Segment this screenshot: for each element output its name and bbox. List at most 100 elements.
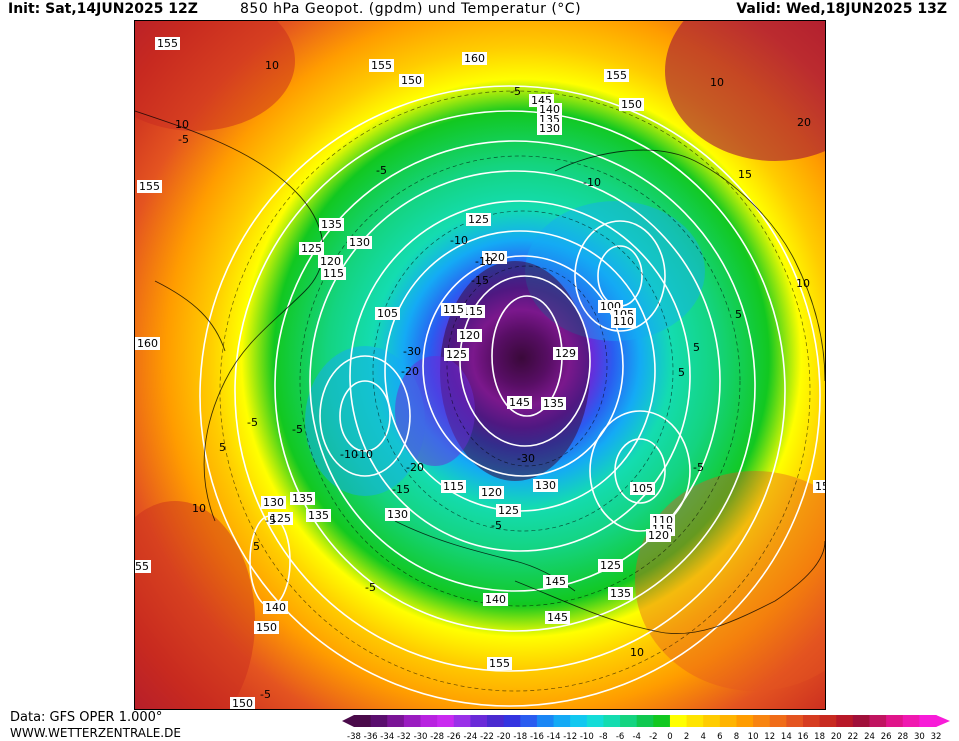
svg-text:135: 135 bbox=[543, 397, 564, 410]
contour-label: 135 bbox=[319, 218, 344, 231]
svg-text:145: 145 bbox=[547, 611, 568, 624]
svg-text:10: 10 bbox=[630, 646, 644, 659]
svg-text:125: 125 bbox=[270, 512, 291, 525]
svg-text:115: 115 bbox=[443, 303, 464, 316]
svg-text:120: 120 bbox=[648, 529, 669, 542]
init-time: Init: Sat,14JUN2025 12Z bbox=[8, 1, 198, 17]
legend-swatch bbox=[836, 715, 854, 727]
legend-tick-label: -24 bbox=[463, 732, 477, 741]
svg-text:10: 10 bbox=[710, 76, 724, 89]
contour-label-box bbox=[299, 242, 324, 255]
contour-label-box bbox=[507, 396, 532, 409]
contour-label-box bbox=[482, 251, 507, 264]
legend-swatch bbox=[570, 715, 588, 727]
svg-text:10: 10 bbox=[265, 59, 279, 72]
valid-time: Valid: Wed,18JUN2025 13Z bbox=[736, 1, 947, 17]
temp-label: 10 bbox=[175, 118, 189, 131]
legend-ticks: -38 -36 -34 -32 -30 -28 -26 -24 -22 -20 -18 -16 -14-… bbox=[347, 732, 941, 741]
svg-text:140: 140 bbox=[265, 601, 286, 614]
contour-ring bbox=[589, 410, 691, 532]
contour-label: 55 bbox=[135, 560, 151, 573]
legend-tick-label: -26 bbox=[447, 732, 461, 741]
contour-label: 110 bbox=[611, 315, 636, 328]
contour-label: 135 bbox=[306, 509, 331, 522]
temp-label: 20 bbox=[797, 116, 811, 129]
svg-text:125: 125 bbox=[301, 242, 322, 255]
weather-map[interactable]: 155 155 150 160 155 150 145 140 135 130 155 135 130 1… bbox=[134, 20, 826, 710]
isotherm-ring bbox=[299, 155, 741, 607]
legend-tick-label: -6 bbox=[616, 732, 624, 741]
svg-text:115: 115 bbox=[323, 267, 344, 280]
legend-tick-label: -32 bbox=[397, 732, 411, 741]
contour-label: 145 bbox=[507, 396, 532, 409]
coastline bbox=[135, 110, 324, 522]
legend-swatch bbox=[753, 715, 771, 727]
legend-tick-label: -16 bbox=[530, 732, 544, 741]
svg-text:110: 110 bbox=[613, 315, 634, 328]
temp-label: 5 bbox=[735, 308, 742, 321]
svg-text:135: 135 bbox=[321, 218, 342, 231]
svg-text:-10: -10 bbox=[450, 234, 468, 247]
contour-label: 125 bbox=[444, 348, 469, 361]
legend-swatch bbox=[354, 715, 372, 727]
svg-text:125: 125 bbox=[446, 348, 467, 361]
legend-tick-label: 22 bbox=[847, 732, 858, 741]
contour-label: 120 bbox=[646, 529, 671, 542]
contour-label-box bbox=[263, 601, 288, 614]
contour-label: 125 bbox=[299, 242, 324, 255]
contour-label: 145 bbox=[543, 575, 568, 588]
contour-label-box bbox=[479, 486, 504, 499]
contour-ring bbox=[349, 200, 691, 552]
contour-label-box bbox=[604, 69, 629, 82]
legend-tick-label: -36 bbox=[364, 732, 378, 741]
svg-text:125: 125 bbox=[600, 559, 621, 572]
legend-tick-label: 10 bbox=[748, 732, 759, 741]
legend-tick-label: 0 bbox=[667, 732, 672, 741]
legend-swatch bbox=[553, 715, 571, 727]
legend-swatch bbox=[919, 715, 937, 727]
svg-text:5: 5 bbox=[693, 341, 700, 354]
legend-tick-label: -18 bbox=[513, 732, 527, 741]
contour-label-box bbox=[630, 482, 655, 495]
contour-label-box bbox=[399, 74, 424, 87]
legend-tick-label: -34 bbox=[380, 732, 394, 741]
legend-swatch bbox=[453, 715, 471, 727]
contour-label: 105 bbox=[630, 482, 655, 495]
website-link[interactable]: WWW.WETTERZENTRALE.DE bbox=[10, 726, 181, 740]
legend-tick-label: 8 bbox=[734, 732, 739, 741]
contour-label: 130 bbox=[347, 236, 372, 249]
temp-label: 10 bbox=[796, 277, 810, 290]
contour-label-box bbox=[545, 611, 570, 624]
contour-label-box bbox=[290, 492, 315, 505]
legend-tick-label: 18 bbox=[814, 732, 825, 741]
legend-swatch bbox=[487, 715, 505, 727]
legend-swatch bbox=[802, 715, 821, 727]
legend-tick-label: 28 bbox=[897, 732, 908, 741]
svg-text:-5: -5 bbox=[365, 581, 376, 594]
svg-text:150: 150 bbox=[256, 621, 277, 634]
temperature-labels: 10-510-5-10-5-10-10-15-20-30-10-20-15-30… bbox=[175, 59, 811, 701]
temp-label: 10 bbox=[710, 76, 724, 89]
svg-text:-20: -20 bbox=[401, 365, 419, 378]
contour-label-box bbox=[487, 657, 512, 670]
contour-label-box bbox=[553, 347, 578, 360]
legend-tick-label: 14 bbox=[781, 732, 792, 741]
contour-label-box bbox=[483, 593, 508, 606]
contour-label-box bbox=[254, 621, 279, 634]
legend-tick-label: 20 bbox=[831, 732, 842, 741]
contour-label: 125 bbox=[466, 213, 491, 226]
svg-text:-10: -10 bbox=[583, 176, 601, 189]
contour-label: 129 bbox=[553, 347, 578, 360]
legend-swatch bbox=[503, 715, 521, 727]
svg-text:10: 10 bbox=[796, 277, 810, 290]
contour-label-box bbox=[619, 98, 644, 111]
svg-text:-5: -5 bbox=[265, 514, 276, 527]
contour-label-box bbox=[135, 560, 151, 573]
temp-label: -15 bbox=[392, 483, 410, 496]
temp-label: -5 bbox=[265, 514, 276, 527]
contour-label: 160 bbox=[135, 337, 160, 350]
contour-label: 155 bbox=[487, 657, 512, 670]
svg-text:15: 15 bbox=[738, 168, 752, 181]
svg-text:160: 160 bbox=[464, 52, 485, 65]
contour-label-box bbox=[135, 337, 160, 350]
